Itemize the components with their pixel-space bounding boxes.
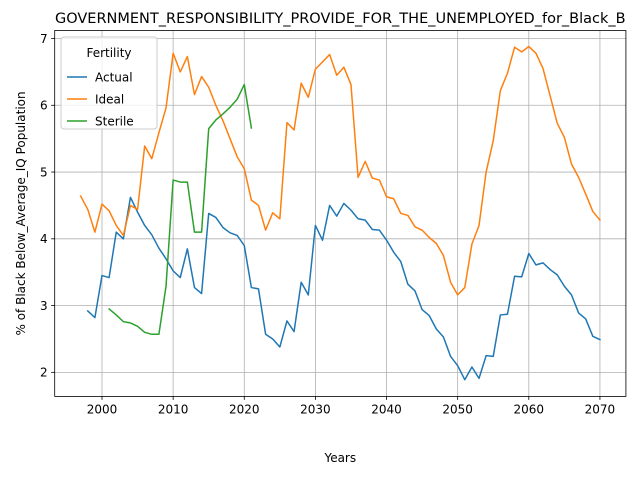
x-tick-label: 2010 [158,402,189,416]
y-tick-label: 5 [40,165,48,179]
grid-lines [54,30,626,397]
x-tick-label: 2030 [300,402,331,416]
x-tick-label: 2040 [371,402,402,416]
x-tick-label: 2060 [514,402,545,416]
legend-label-sterile: Sterile [95,114,134,128]
chart-title: GOVERNMENT_RESPONSIBILITY_PROVIDE_FOR_TH… [55,11,626,27]
plot-frame [54,30,627,397]
axis-ticks: 2000 2010 2020 2030 2040 2050 2060 2070 2 3 4 5 6 7 [40,32,615,417]
x-axis-label: Years [323,451,356,465]
y-tick-label: 3 [40,299,48,313]
y-tick-label: 2 [40,366,48,380]
series-line-actual [86,196,601,381]
y-axis-label: % of Black Below_Average_IQ Population [14,91,28,335]
legend: Fertility Actual Ideal Sterile [60,36,158,130]
y-tick-label: 7 [40,32,48,46]
x-tick-label: 2000 [87,402,118,416]
x-tick-label: 2050 [442,402,473,416]
legend-label-ideal: Ideal [95,92,124,106]
series-layer [79,45,601,381]
x-tick-label: 2070 [585,402,616,416]
y-tick-label: 6 [40,99,48,113]
legend-title: Fertility [86,46,131,60]
series-line-ideal [79,45,601,296]
x-tick-label: 2020 [229,402,260,416]
legend-box [60,36,158,130]
legend-label-actual: Actual [95,70,133,84]
y-tick-label: 4 [40,232,48,246]
series-line-sterile [108,83,253,336]
